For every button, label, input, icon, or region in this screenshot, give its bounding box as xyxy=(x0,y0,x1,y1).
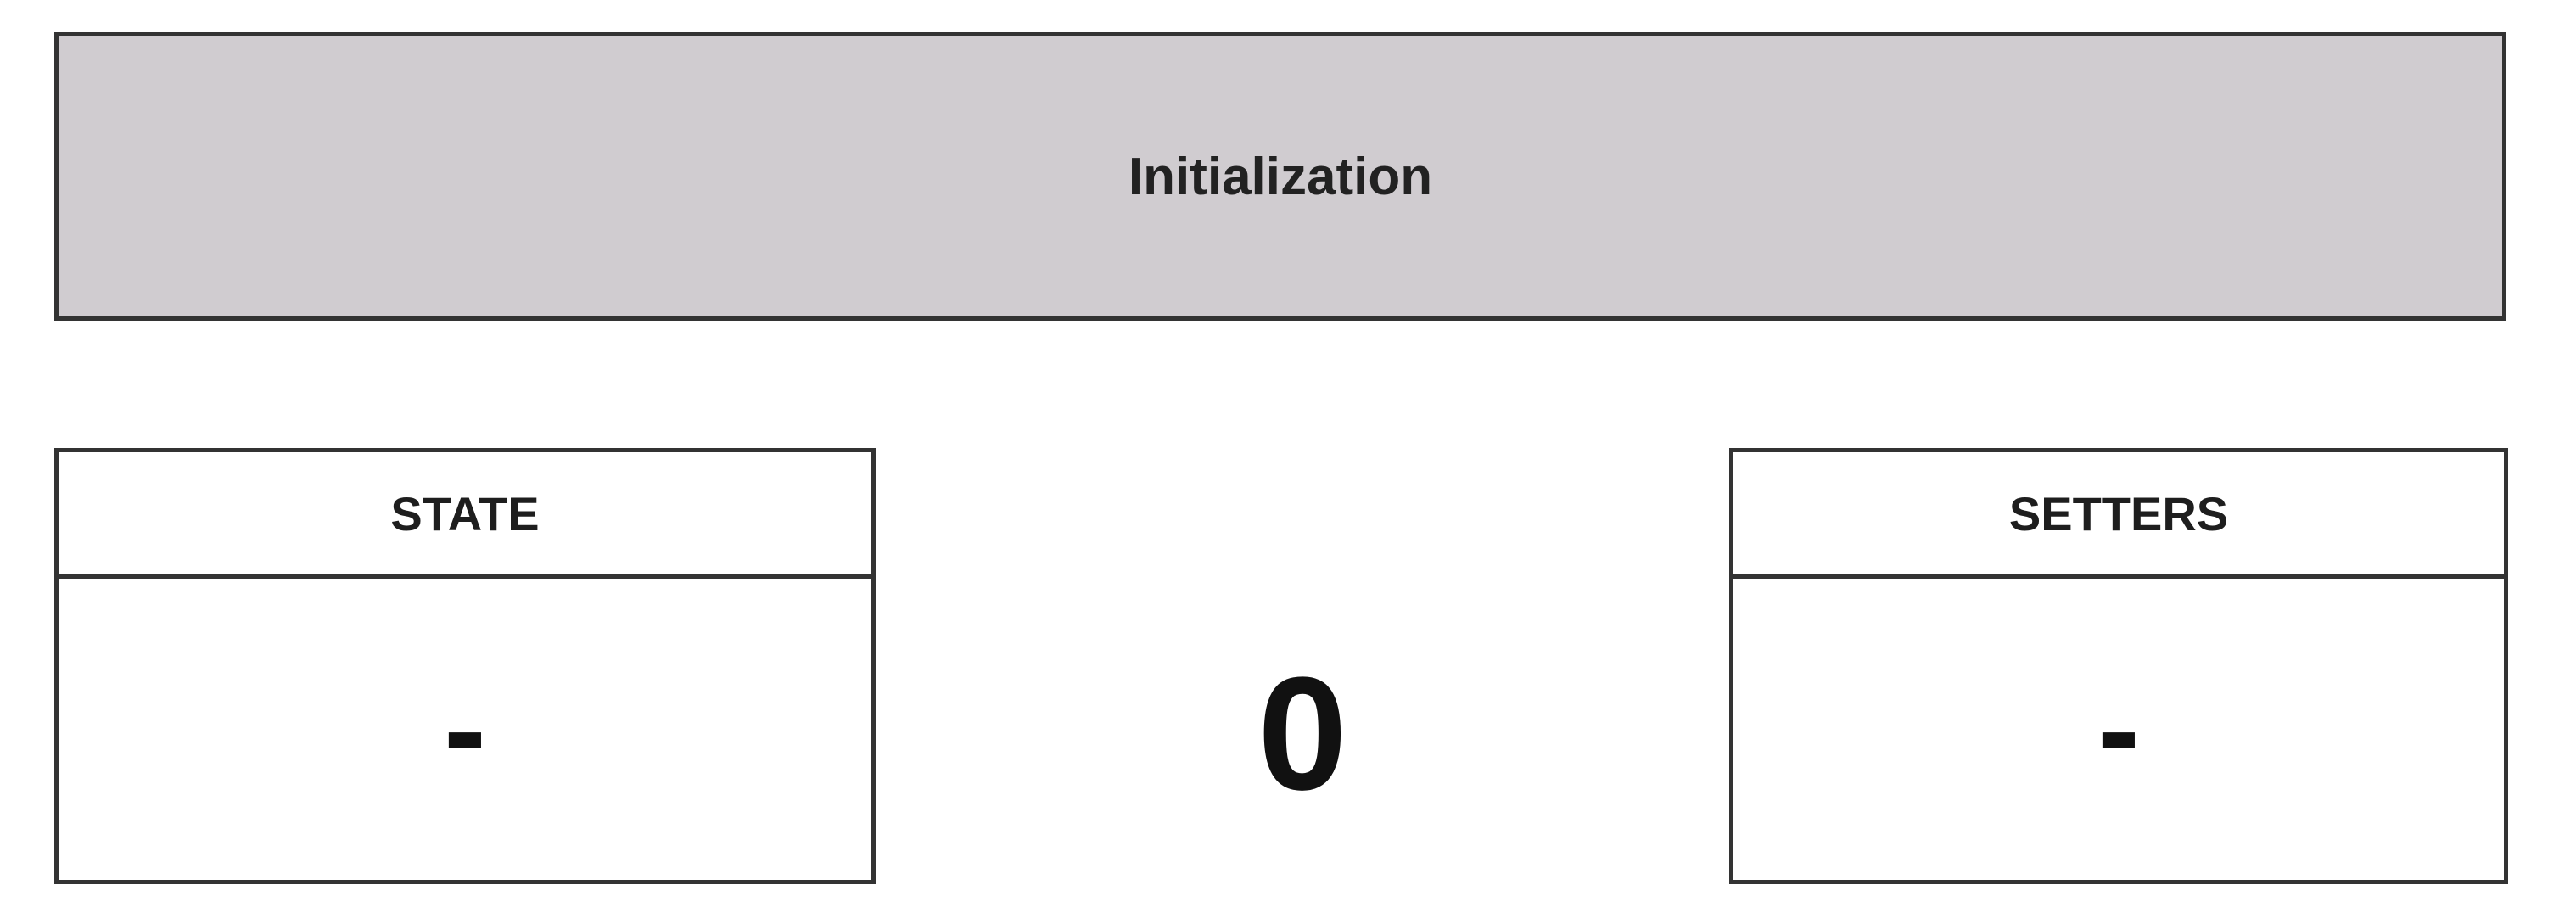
initialization-banner: Initialization xyxy=(54,32,2506,321)
state-panel-value: - xyxy=(444,658,486,800)
counter-value: 0 xyxy=(1257,644,1347,824)
setters-panel-value: - xyxy=(2097,658,2140,800)
state-panel-header: STATE xyxy=(59,452,871,579)
state-panel: STATE - xyxy=(54,448,876,884)
setters-panel-header: SETTERS xyxy=(1733,452,2504,579)
banner-title: Initialization xyxy=(1128,147,1433,206)
setters-panel: SETTERS - xyxy=(1729,448,2508,884)
